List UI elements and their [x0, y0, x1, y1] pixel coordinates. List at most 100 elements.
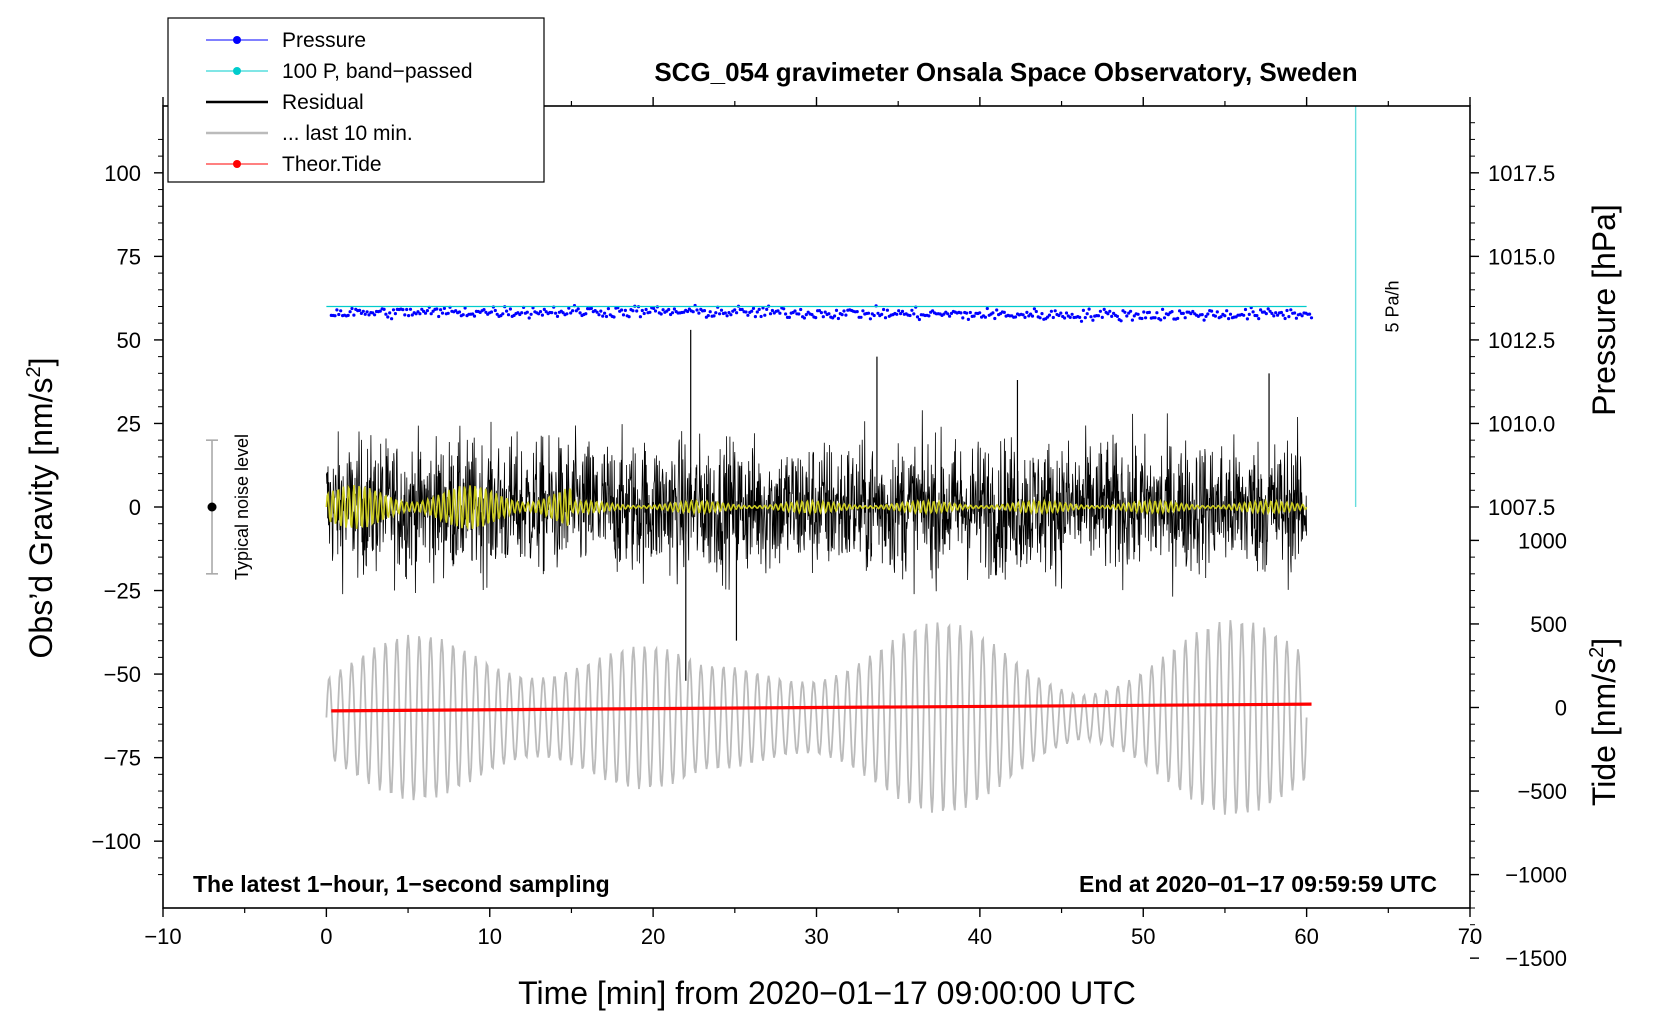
pressure-point [501, 312, 505, 316]
pressure-point [561, 311, 565, 315]
pressure-point [1100, 315, 1104, 319]
pressure-point [1102, 307, 1106, 311]
pressure-point [1285, 308, 1289, 313]
pressure-point [403, 313, 407, 317]
pressure-point [872, 313, 876, 318]
pressure-point [1081, 308, 1085, 312]
pressure-point [348, 310, 352, 314]
y-axis-pressure: 1017.5 1015.0 1012.5 1010.0 1007.5 [1470, 122, 1555, 520]
pressure-point [407, 314, 411, 318]
pressure-point [576, 307, 580, 311]
pressure-point [391, 308, 396, 312]
pressure-point [968, 310, 972, 315]
pressure-point [1242, 313, 1246, 317]
pressure-point [946, 312, 950, 316]
pressure-point [985, 306, 989, 311]
pressure-point [802, 316, 807, 320]
pressure-point [538, 310, 543, 314]
pressure-point [648, 310, 652, 314]
pressure-point [729, 313, 733, 317]
pressure-point [565, 312, 569, 316]
pressure-point [1189, 312, 1193, 316]
y-tick-label: −75 [104, 746, 141, 771]
x-tick-label: 50 [1131, 924, 1155, 949]
x-tick-label: 60 [1294, 924, 1318, 949]
pressure-point [948, 314, 952, 318]
legend-box [167, 17, 545, 183]
pressure-point [363, 312, 367, 316]
pressure-point [995, 308, 999, 312]
legend-marker [233, 36, 241, 44]
pressure-point [966, 317, 971, 321]
pressure-tick-label: 1015.0 [1488, 244, 1555, 269]
tide-tick-label: −1500 [1505, 946, 1567, 971]
pressure-point [1178, 309, 1182, 313]
pressure-point [337, 312, 341, 317]
pressure-point [1153, 316, 1157, 320]
pressure-point [1255, 314, 1259, 318]
pressure-point [859, 315, 863, 319]
pressure-point [983, 315, 988, 319]
pressure-point [653, 309, 658, 313]
y-tick-label: −100 [91, 829, 141, 854]
pressure-point [1161, 307, 1165, 311]
pressure-point [714, 311, 718, 315]
pressure-point [420, 307, 424, 311]
pressure-point [900, 309, 905, 313]
pressure-point [1110, 314, 1114, 318]
y-axis-title-left: Obs’d Gravity [nm/s2] [23, 358, 59, 659]
legend-label: 100 P, band−passed [282, 60, 473, 83]
pressure-point [461, 313, 465, 317]
pressure-point [495, 312, 499, 316]
pressure-point [493, 308, 497, 313]
pressure-point [631, 309, 635, 313]
pressure-point [1112, 311, 1116, 315]
pressure-point [1040, 312, 1044, 316]
pressure-point [895, 312, 899, 316]
pressure-point [1155, 311, 1159, 315]
pressure-point [1225, 309, 1229, 313]
pressure-point [723, 311, 727, 315]
pressure-point [442, 306, 446, 310]
pressure-point [697, 311, 701, 315]
pressure-point [1034, 309, 1038, 314]
pressure-point [393, 312, 397, 316]
pressure-point [782, 307, 786, 311]
pressure-point [1087, 307, 1091, 311]
pressure-point [603, 311, 607, 315]
pressure-point [554, 311, 558, 315]
pressure-point [686, 309, 690, 314]
y-tick-label: 25 [117, 411, 141, 436]
pressure-point [1162, 316, 1167, 320]
pressure-point [776, 309, 780, 313]
pressure-point [346, 313, 350, 317]
pressure-point [359, 311, 363, 315]
pressure-point [1142, 310, 1146, 314]
pressure-point [1051, 315, 1055, 320]
y-tick-label: −50 [104, 662, 141, 687]
pressure-point [571, 309, 575, 313]
pressure-point [991, 311, 995, 315]
pressure-point [833, 314, 837, 318]
x-tick-label: 30 [804, 924, 828, 949]
y-axis-title-pressure: Pressure [hPa] [1586, 204, 1622, 416]
pressure-point [1293, 311, 1297, 315]
pressure-point [373, 313, 377, 317]
pressure-point [358, 308, 362, 312]
pressure-point [1159, 318, 1163, 322]
pressure-point [961, 316, 965, 320]
pressure-point [787, 315, 792, 319]
pressure-point [635, 309, 639, 313]
pressure-point [367, 313, 371, 317]
pressure-point [840, 313, 844, 317]
pressure-point [401, 308, 405, 312]
pressure-point [706, 314, 710, 318]
pressure-point [1078, 315, 1082, 319]
pressure-point [910, 308, 914, 312]
pressure-point [1049, 309, 1053, 313]
pressure-point [978, 311, 982, 315]
pressure-point [882, 307, 886, 312]
pressure-point [508, 307, 512, 311]
pressure-point [1191, 309, 1195, 314]
